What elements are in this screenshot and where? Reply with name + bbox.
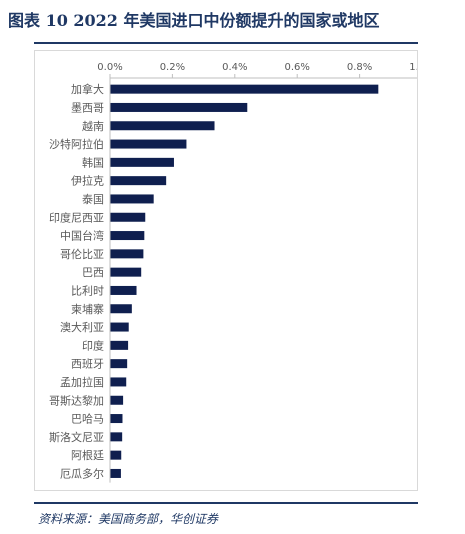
category-label: 西班牙: [71, 358, 104, 371]
category-label: 孟加拉国: [60, 375, 104, 389]
x-tick-label: 0.6%: [284, 62, 309, 73]
category-label: 澳大利亚: [60, 320, 104, 334]
category-label: 泰国: [82, 192, 104, 206]
bar: [110, 139, 187, 149]
bar: [110, 249, 144, 259]
category-label: 哥伦比亚: [60, 247, 104, 261]
bar: [110, 432, 123, 442]
bar: [110, 157, 174, 167]
bottom-rule: [34, 502, 418, 504]
category-label: 柬埔寨: [71, 302, 104, 316]
category-label: 韩国: [82, 155, 104, 169]
x-tick-label: 0.2%: [160, 62, 185, 73]
bar: [110, 340, 129, 350]
bar: [110, 102, 248, 112]
chart-title: 图表 10 2022 年美国进口中份额提升的国家或地区: [8, 11, 380, 30]
bar: [110, 359, 128, 369]
x-tick-label: 1.0%: [409, 62, 417, 73]
bar: [110, 322, 129, 332]
bar: [110, 267, 142, 277]
bar: [110, 84, 379, 94]
bar: [110, 176, 167, 186]
bar: [110, 450, 122, 460]
category-label: 巴西: [82, 266, 104, 279]
category-label: 墨西哥: [71, 101, 104, 114]
bar: [110, 395, 124, 405]
bar: [110, 468, 121, 478]
category-label: 斯洛文尼亚: [49, 430, 104, 444]
category-label: 印度尼西亚: [49, 210, 104, 224]
bar: [110, 414, 123, 424]
category-label: 伊拉克: [71, 174, 104, 188]
category-label: 阿根廷: [71, 448, 104, 462]
title-rule: [34, 42, 418, 44]
category-label: 中国台湾: [60, 229, 104, 243]
bar: [110, 285, 137, 295]
source-note: 资料来源：美国商务部，华创证券: [38, 512, 219, 526]
x-tick-label: 0.4%: [222, 62, 247, 73]
x-tick-label: 0.0%: [97, 62, 122, 73]
category-label: 加拿大: [71, 82, 104, 96]
bar: [110, 212, 146, 222]
category-label: 哥斯达黎加: [49, 393, 104, 407]
category-label: 印度: [82, 338, 104, 352]
category-label: 厄瓜多尔: [60, 466, 104, 480]
bar-chart: 0.0% 0.2% 0.4% 0.6% 0.8% 1.0% 加拿大墨西哥越南沙特阿拉伯韩国伊…: [49, 62, 435, 483]
category-label: 越南: [82, 119, 104, 133]
category-label: 沙特阿拉伯: [49, 137, 104, 151]
bar: [110, 304, 132, 314]
chart-frame: 0.0% 0.2% 0.4% 0.6% 0.8% 1.0% 加拿大墨西哥越南沙特阿拉伯韩国伊…: [34, 50, 435, 491]
bar: [110, 194, 154, 204]
category-label: 比利时: [71, 284, 104, 297]
bar: [110, 377, 127, 387]
bar: [110, 121, 215, 131]
bar: [110, 231, 145, 241]
category-label: 巴哈马: [71, 413, 104, 426]
x-tick-label: 0.8%: [347, 62, 372, 73]
